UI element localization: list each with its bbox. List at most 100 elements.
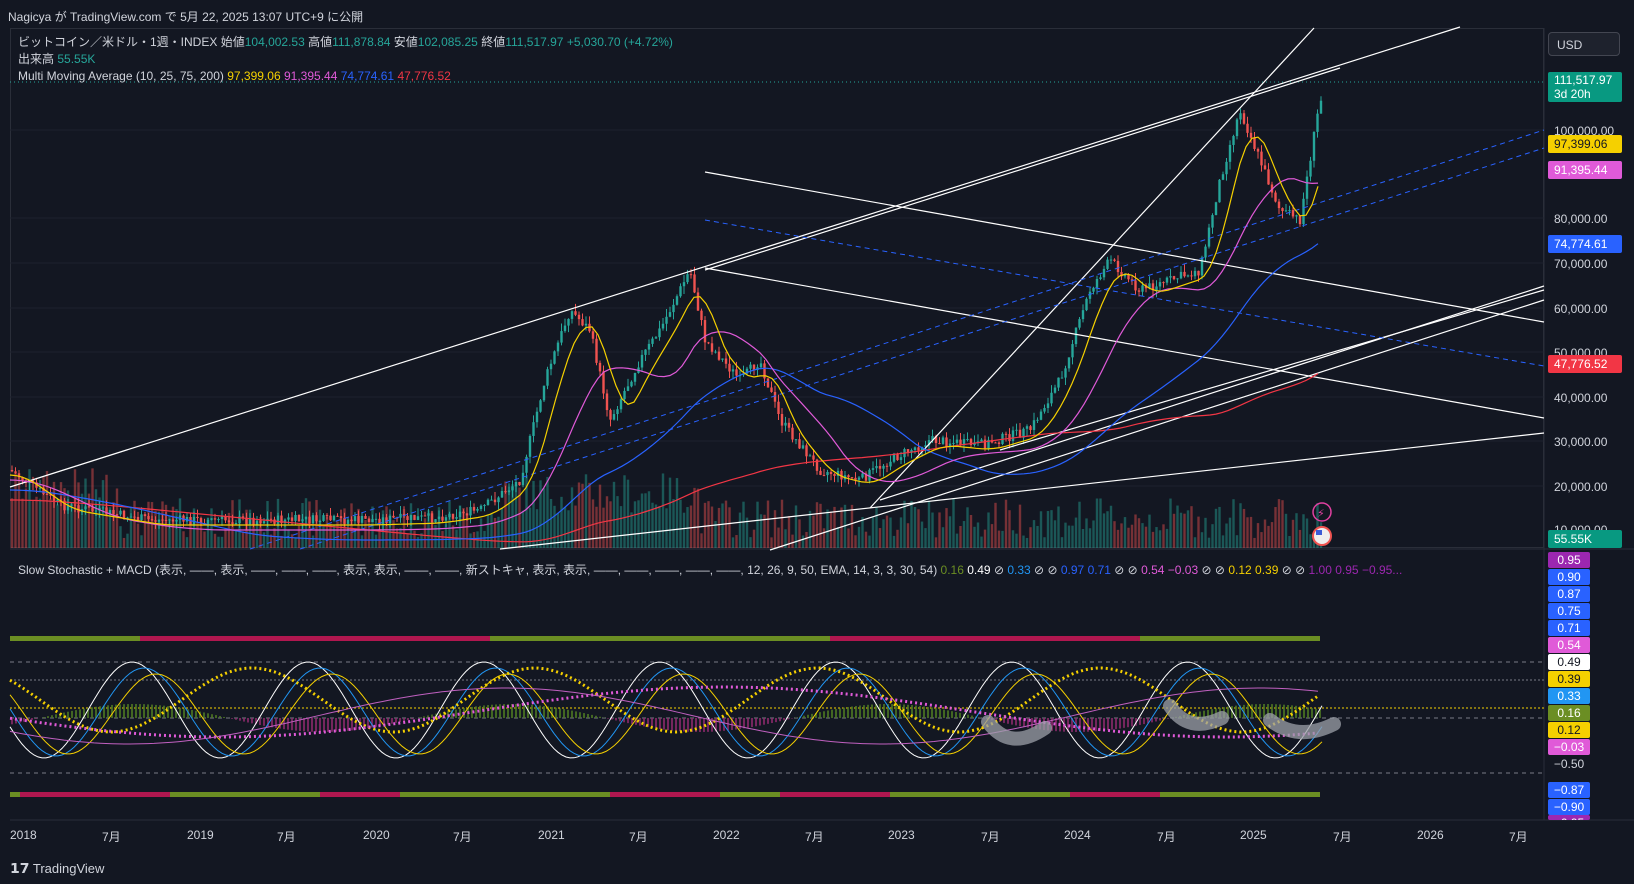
candle-body [332, 515, 336, 521]
candle-body [773, 391, 777, 402]
candle-body [1162, 282, 1165, 284]
macd-hist-bar [1271, 704, 1273, 718]
volume-bar [990, 524, 994, 548]
macd-hist-bar [1011, 718, 1013, 725]
volume-bar [448, 501, 451, 548]
candle-body [994, 442, 997, 444]
candle-body [157, 519, 161, 522]
macd-hist-bar [1211, 709, 1213, 718]
candle-body [259, 520, 262, 524]
candle-body [322, 515, 325, 521]
candle-body [1011, 430, 1015, 442]
candle-body [1295, 215, 1298, 217]
candle-body [892, 453, 896, 462]
volume-bar [1060, 537, 1064, 548]
candle-body [357, 516, 360, 523]
candle-body [619, 399, 623, 410]
volume-bar [35, 496, 38, 548]
candle-body [1246, 123, 1249, 133]
volume-bar [451, 525, 455, 548]
tradingview-logo[interactable]: 𝟭𝟳 TradingView [10, 860, 105, 876]
volume-bar [1249, 516, 1253, 548]
macd-hist-bar [967, 714, 969, 718]
macd-hist-bar [63, 712, 65, 718]
candle-body [161, 519, 164, 521]
volume-bar [273, 528, 276, 548]
macd-hist-bar [695, 718, 697, 732]
candle-body [192, 516, 196, 525]
volume-bar [129, 507, 133, 548]
candle-body [10, 470, 14, 472]
macd-hist-bar [119, 704, 121, 718]
volume-bar [1081, 528, 1085, 548]
candle-body [633, 372, 637, 382]
macd-hist-bar [1087, 718, 1089, 732]
currency-button[interactable]: USD [1548, 32, 1620, 56]
candle-body [728, 363, 731, 372]
candle-body [1123, 274, 1127, 277]
volume-bar [339, 517, 343, 548]
volume-bar [420, 533, 423, 548]
candle-body [518, 481, 521, 486]
volume-bar [147, 501, 150, 548]
candle-body [423, 515, 427, 517]
indicator-legend[interactable]: Slow Stochastic + MACD (表示, ——, 表示, ——, … [18, 563, 1403, 577]
volume-bar [374, 534, 378, 548]
candle-body [654, 337, 658, 339]
volume-bar [815, 502, 819, 548]
macd-signal-line [9, 687, 1319, 745]
candle-body [406, 516, 409, 520]
candle-body [238, 516, 241, 524]
macd-hist-bar [319, 718, 321, 732]
macd-hist-bar [567, 709, 569, 718]
volume-bar [486, 514, 490, 548]
candle-body [493, 499, 497, 503]
volume-bar [87, 493, 91, 548]
candle-body [101, 507, 105, 509]
candle-body [507, 490, 511, 493]
candle-body [686, 274, 689, 283]
candle-body [1113, 259, 1116, 261]
macd-hist-bar [471, 706, 473, 718]
event-icons[interactable]: ⚡ [1312, 502, 1332, 546]
mma-label[interactable]: Multi Moving Average (10, 25, 75, 200) [18, 69, 224, 83]
macd-hist-bar [615, 718, 617, 721]
macd-hist-bar [1111, 718, 1113, 730]
macd-hist-bar [535, 705, 537, 718]
symbol-name[interactable]: ビットコイン／米ドル・1週・INDEX [18, 35, 218, 49]
macd-hist-bar [563, 709, 565, 718]
macd-hist-bar [411, 718, 413, 720]
macd-hist-bar [1055, 718, 1057, 732]
candle-body [63, 500, 66, 511]
macd-hist-bar [1091, 718, 1093, 732]
candle-body [451, 513, 455, 519]
volume-bar [819, 503, 822, 548]
candle-body [364, 515, 367, 519]
candle-body [108, 510, 112, 515]
volume-bar [241, 531, 245, 548]
macd-hist-bar [211, 714, 213, 718]
macd-hist-bar [855, 705, 857, 718]
candle-body [465, 513, 469, 516]
candle-body [1183, 271, 1186, 277]
macd-hist-bar [755, 718, 757, 727]
us-flag-icon[interactable] [1312, 526, 1332, 546]
macd-hist-bar [47, 716, 49, 718]
macd-hist-bar [555, 707, 557, 718]
candle-body [700, 310, 703, 321]
volume-bar [371, 506, 374, 548]
volume-bar [668, 477, 672, 548]
volume-bar [1099, 498, 1102, 548]
candle-body [1141, 285, 1144, 292]
macd-hist-bar [315, 718, 317, 732]
macd-hist-bar [731, 718, 733, 731]
lightning-icon[interactable] [1312, 502, 1332, 522]
macd-hist-bar [383, 718, 385, 726]
macd-hist-bar [739, 718, 741, 729]
close-value: 111,517.97 [505, 35, 564, 49]
volume-bar [98, 497, 101, 548]
macd-hist-bar [451, 710, 453, 718]
macd-hist-bar [767, 718, 769, 724]
volume-bar [598, 484, 602, 548]
